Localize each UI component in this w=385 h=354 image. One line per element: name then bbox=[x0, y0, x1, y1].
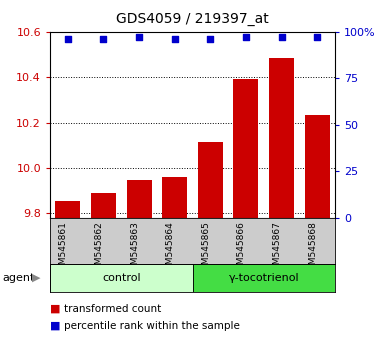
Bar bbox=[233, 79, 258, 218]
Text: GSM545865: GSM545865 bbox=[201, 221, 210, 276]
Text: GSM545868: GSM545868 bbox=[308, 221, 317, 276]
Text: GSM545864: GSM545864 bbox=[166, 221, 175, 276]
Text: ■: ■ bbox=[50, 321, 60, 331]
Point bbox=[314, 35, 320, 40]
Text: GSM545867: GSM545867 bbox=[273, 221, 281, 276]
Text: percentile rank within the sample: percentile rank within the sample bbox=[64, 321, 239, 331]
Text: transformed count: transformed count bbox=[64, 304, 161, 314]
Bar bbox=[55, 201, 80, 218]
Bar bbox=[91, 193, 116, 218]
Text: agent: agent bbox=[2, 273, 34, 283]
Bar bbox=[127, 180, 152, 218]
Bar bbox=[50, 264, 192, 292]
Text: γ-tocotrienol: γ-tocotrienol bbox=[228, 273, 299, 283]
Bar bbox=[162, 177, 187, 218]
Text: GDS4059 / 219397_at: GDS4059 / 219397_at bbox=[116, 12, 269, 27]
Point bbox=[136, 35, 142, 40]
Text: GSM545861: GSM545861 bbox=[59, 221, 68, 276]
Point bbox=[243, 34, 249, 39]
Bar bbox=[198, 142, 223, 218]
Text: ■: ■ bbox=[50, 304, 60, 314]
Text: ▶: ▶ bbox=[32, 273, 40, 283]
Text: control: control bbox=[102, 273, 141, 283]
Text: GSM545866: GSM545866 bbox=[237, 221, 246, 276]
Bar bbox=[269, 58, 294, 218]
Text: GSM545862: GSM545862 bbox=[94, 221, 104, 276]
Bar bbox=[305, 115, 330, 218]
Point bbox=[65, 36, 71, 42]
Point bbox=[207, 36, 213, 42]
Point bbox=[278, 34, 285, 39]
Bar bbox=[192, 264, 335, 292]
Point bbox=[172, 36, 178, 42]
Text: GSM545863: GSM545863 bbox=[130, 221, 139, 276]
Point bbox=[100, 36, 107, 42]
